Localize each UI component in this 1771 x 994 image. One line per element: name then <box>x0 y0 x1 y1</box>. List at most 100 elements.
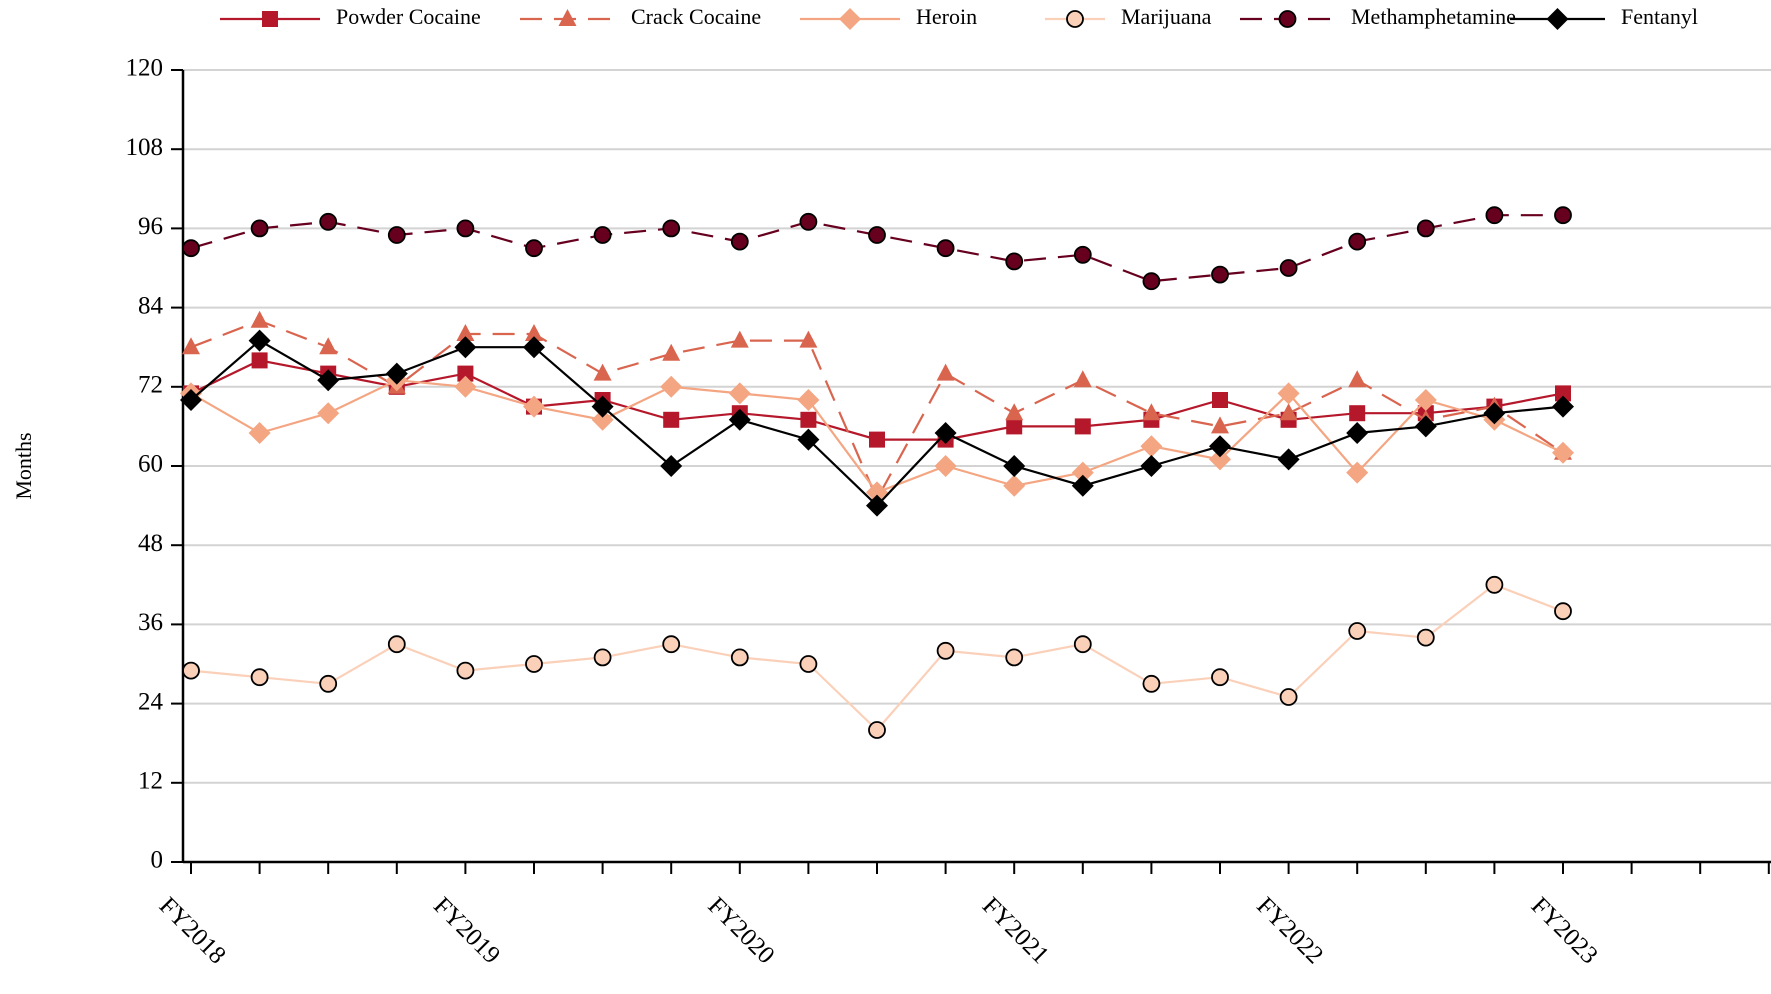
data-point <box>1142 674 1161 693</box>
data-point <box>317 369 340 392</box>
data-point <box>1209 448 1231 471</box>
legend-item: Marijuana <box>1045 4 1212 29</box>
data-point <box>799 212 818 231</box>
data-point <box>936 239 955 258</box>
data-point <box>1073 635 1092 654</box>
data-point <box>1346 422 1369 444</box>
data-point <box>1555 385 1571 402</box>
data-point <box>182 661 200 680</box>
data-point <box>1005 403 1024 421</box>
data-point <box>1003 455 1026 477</box>
series <box>180 329 1574 517</box>
data-point <box>869 431 885 448</box>
y-axis-label: Months <box>11 432 36 499</box>
series-line <box>190 319 1564 502</box>
legend-label: Methamphetamine <box>1351 4 1516 29</box>
x-tick-label: FY2023 <box>1526 892 1603 969</box>
data-point <box>1346 461 1369 484</box>
data-point <box>728 382 751 405</box>
series <box>182 575 1572 739</box>
data-point <box>1003 474 1026 497</box>
data-point <box>1074 418 1091 435</box>
data-point <box>800 411 817 428</box>
data-point <box>457 365 474 382</box>
data-point <box>730 330 749 348</box>
data-point <box>1073 370 1092 388</box>
data-point <box>456 219 475 238</box>
data-point <box>591 395 614 418</box>
data-point <box>319 674 338 693</box>
data-point <box>387 226 406 244</box>
data-point <box>523 336 545 359</box>
data-point <box>525 324 543 341</box>
data-point <box>1277 448 1300 471</box>
data-point <box>934 422 957 444</box>
legend-item: Heroin <box>800 4 977 30</box>
data-point <box>1485 206 1504 225</box>
y-tick-label: 72 <box>138 372 163 399</box>
legend-label: Heroin <box>916 4 977 29</box>
y-tick-label: 120 <box>126 55 164 82</box>
y-tick-label: 60 <box>138 451 163 478</box>
data-point <box>250 310 269 328</box>
data-point <box>593 648 612 667</box>
data-point <box>730 648 749 667</box>
data-point <box>1142 403 1161 421</box>
data-point <box>1071 461 1094 484</box>
data-point <box>660 455 683 477</box>
data-point <box>1348 622 1367 640</box>
x-tick-label: FY2020 <box>703 892 780 969</box>
data-point <box>728 408 751 431</box>
data-point <box>1416 219 1435 238</box>
legend-item: Methamphetamine <box>1240 4 1516 29</box>
data-point <box>593 226 612 244</box>
data-point <box>730 232 749 251</box>
y-tick-label: 96 <box>138 213 163 240</box>
data-point <box>662 343 681 361</box>
data-point <box>1279 688 1298 706</box>
data-point <box>1142 272 1161 291</box>
data-point <box>797 428 820 451</box>
data-point <box>250 219 269 238</box>
data-point <box>248 329 271 352</box>
legend-marker <box>1278 10 1297 28</box>
data-point <box>319 212 338 231</box>
x-tick-label: FY2021 <box>977 892 1054 969</box>
legend-item: Fentanyl <box>1510 4 1698 30</box>
data-point <box>1211 265 1229 284</box>
data-point <box>385 362 408 385</box>
data-point <box>1554 206 1572 225</box>
data-point <box>1006 418 1023 435</box>
data-point <box>1212 392 1228 408</box>
data-point <box>1140 455 1163 477</box>
legend-marker <box>558 9 577 26</box>
data-point <box>456 324 475 341</box>
legend-label: Powder Cocaine <box>336 4 481 29</box>
data-point <box>1279 403 1298 421</box>
data-point <box>866 494 888 517</box>
y-tick-label: 12 <box>138 768 163 795</box>
legend-item: Crack Cocaine <box>520 4 761 29</box>
data-point <box>251 352 268 369</box>
data-point <box>1349 405 1366 422</box>
data-point <box>1483 402 1506 425</box>
y-tick-label: 24 <box>138 688 164 715</box>
data-point <box>662 635 681 654</box>
data-point <box>936 363 955 381</box>
y-tick-label: 108 <box>126 134 164 161</box>
data-point <box>868 226 886 244</box>
data-point <box>593 363 612 381</box>
data-point <box>1005 648 1024 667</box>
data-point <box>866 481 888 504</box>
data-point <box>1073 245 1092 264</box>
data-point <box>1416 628 1435 647</box>
data-point <box>182 337 200 355</box>
data-point <box>387 635 406 654</box>
legend-marker <box>262 11 278 27</box>
y-tick-label: 0 <box>151 847 164 874</box>
legend-label: Fentanyl <box>1621 4 1698 29</box>
data-point <box>319 337 338 355</box>
series-line <box>190 583 1564 732</box>
data-point <box>934 455 957 477</box>
